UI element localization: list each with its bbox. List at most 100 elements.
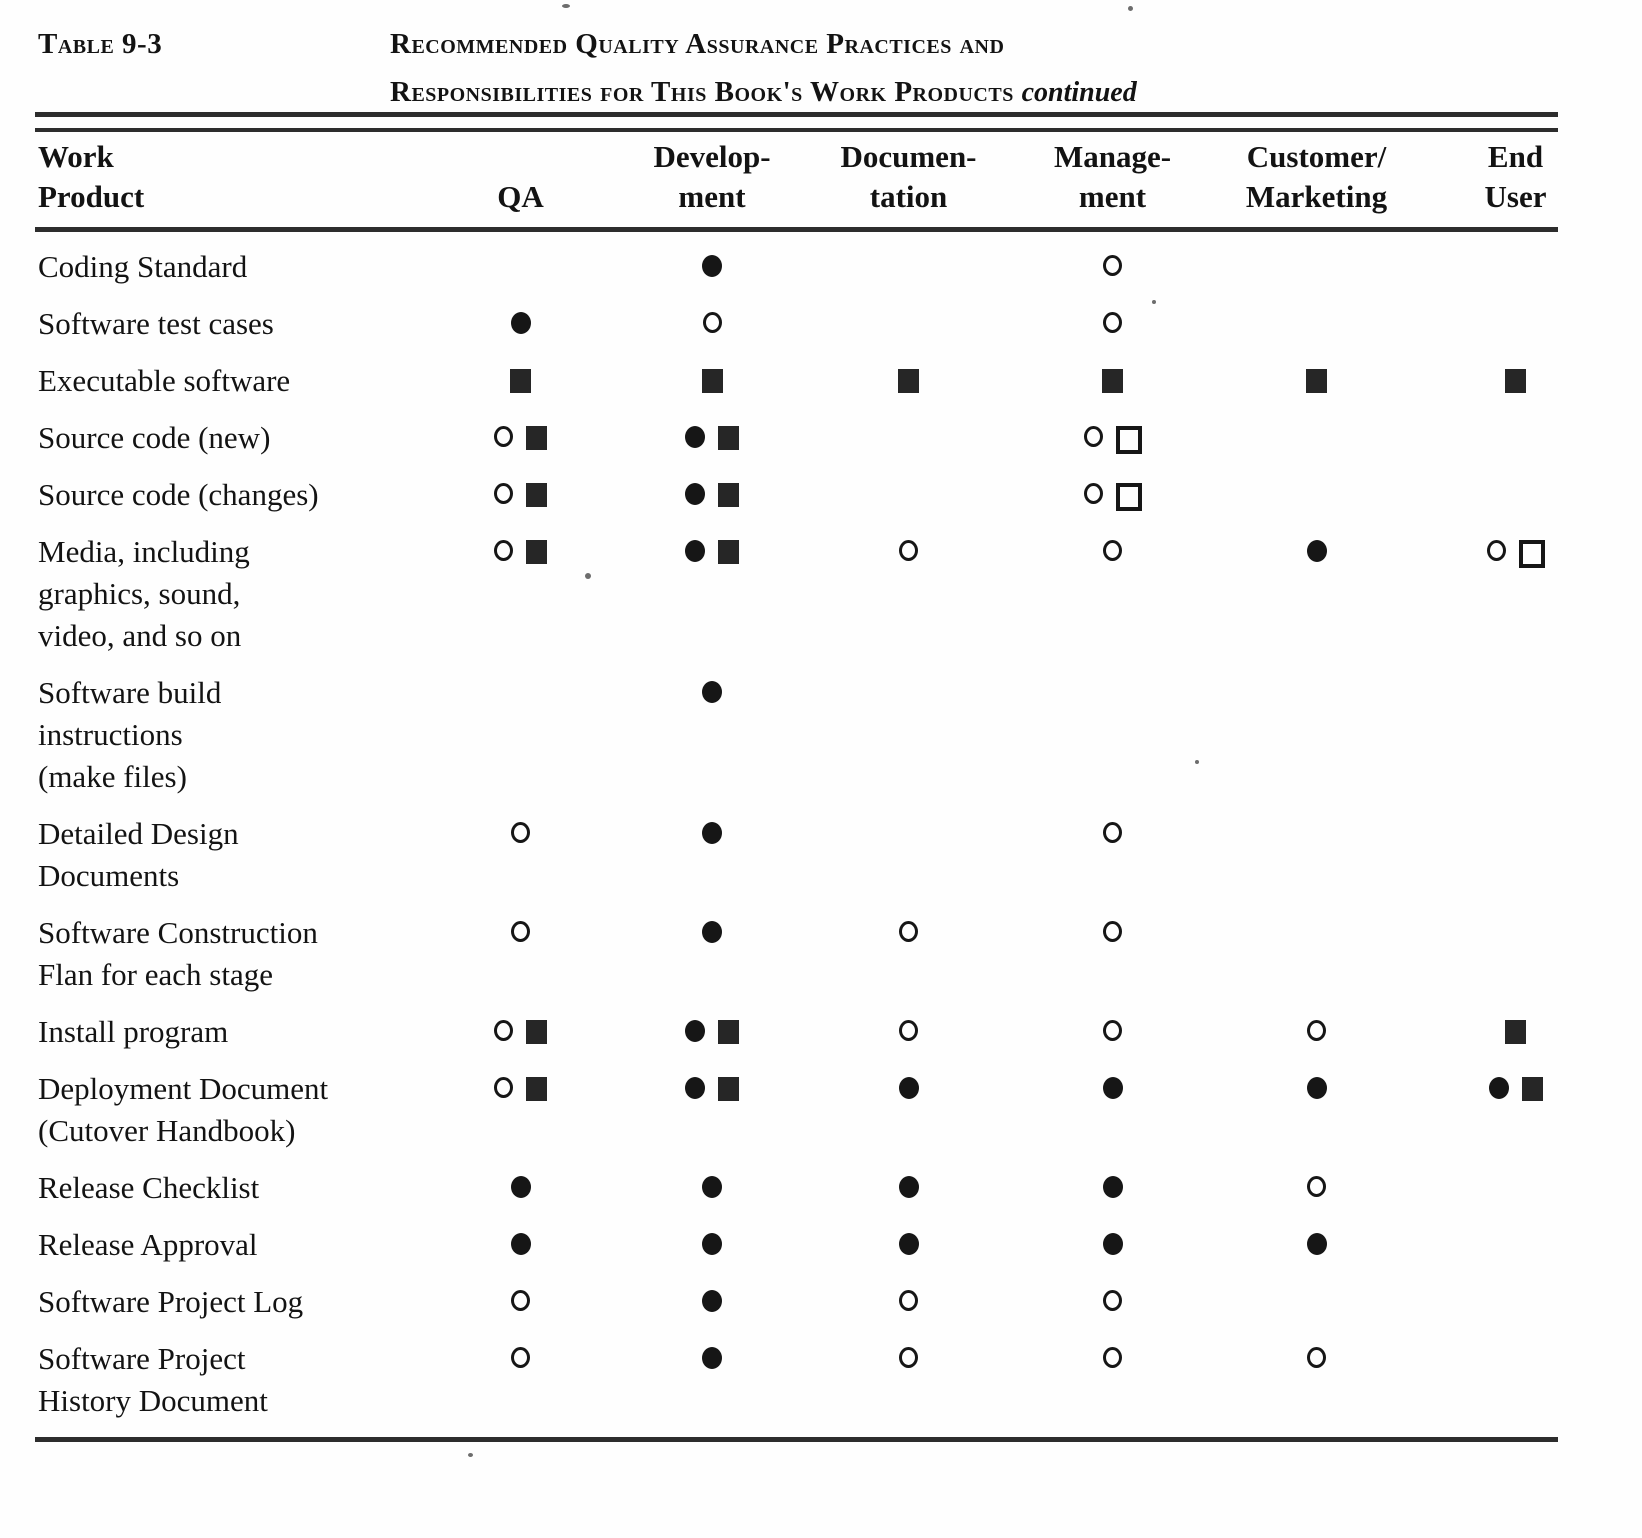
- filled-circle-icon: [702, 1347, 722, 1369]
- column-header-line: Manage-: [1053, 139, 1172, 174]
- cell-documentation: [808, 360, 1009, 402]
- filled-circle-icon: [1102, 1176, 1123, 1198]
- cell-development: [616, 912, 808, 996]
- cell-management: [1009, 360, 1216, 402]
- open-circle-icon: [511, 822, 530, 843]
- filled-square-icon: [526, 1077, 547, 1101]
- filled-circle-icon: [898, 1233, 919, 1255]
- cell-management: [1009, 813, 1216, 897]
- work-product-label: Software Project Log: [35, 1281, 425, 1323]
- filled-circle-icon: [685, 1077, 705, 1099]
- work-product-label-line: Media, including: [38, 534, 250, 569]
- scan-speckle: [1152, 300, 1156, 304]
- open-square-icon: [1518, 540, 1545, 568]
- table-row: Release Checklist: [35, 1167, 1558, 1209]
- work-product-label: Software Project History Document: [35, 1338, 425, 1422]
- table-heading: Table 9-3 Recommended Quality Assurance …: [38, 20, 1558, 117]
- open-circle-icon: [1103, 1290, 1122, 1311]
- cell-end-user: [1445, 474, 1586, 516]
- qa-practices-table: Work Product QA Develop-ment Documen-tation M…: [35, 112, 1558, 1442]
- cell-customer-marketing: [1216, 1011, 1417, 1053]
- filled-circle-icon: [510, 1233, 531, 1255]
- cell-qa: [425, 360, 616, 402]
- work-product-label-line: Install program: [38, 1014, 229, 1049]
- table-row: Software test cases: [35, 303, 1558, 345]
- open-circle-icon: [1307, 1176, 1326, 1197]
- cell-management: [1009, 1167, 1216, 1209]
- open-square-icon: [1115, 426, 1142, 454]
- table-row: Detailed Design Documents: [35, 813, 1558, 897]
- table-row: Software Project History Document: [35, 1338, 1558, 1422]
- cell-development: [616, 531, 808, 657]
- open-circle-icon: [494, 426, 513, 447]
- cell-end-user: [1445, 1224, 1586, 1266]
- work-product-label: Software test cases: [35, 303, 425, 345]
- work-product-label-line: Source code (changes): [38, 477, 319, 512]
- work-product-label: Executable software: [35, 360, 425, 402]
- open-circle-icon: [1103, 1020, 1122, 1041]
- table-row: Software Construction Flan for each stage: [35, 912, 1558, 996]
- scan-speckle: [585, 573, 591, 579]
- filled-square-icon: [1521, 1077, 1543, 1101]
- cell-management: [1009, 672, 1216, 798]
- cell-documentation: [808, 1068, 1009, 1152]
- table-top-rule: [35, 112, 1558, 132]
- column-header-line: Work: [38, 139, 114, 174]
- open-circle-icon: [511, 1290, 530, 1311]
- cell-end-user: [1445, 303, 1586, 345]
- cell-end-user: [1445, 912, 1586, 996]
- cell-end-user: [1445, 531, 1586, 657]
- open-circle-icon: [1083, 426, 1103, 447]
- table-header-rule: [35, 227, 1558, 232]
- open-circle-icon: [511, 921, 530, 942]
- cell-customer-marketing: [1216, 246, 1417, 288]
- open-circle-icon: [702, 312, 722, 333]
- column-header-end-user: End User: [1445, 137, 1586, 217]
- cell-development: [616, 1338, 808, 1422]
- cell-documentation: [808, 672, 1009, 798]
- scan-speckle: [1128, 6, 1133, 11]
- open-circle-icon: [1103, 1347, 1122, 1368]
- cell-customer-marketing: [1216, 474, 1417, 516]
- open-circle-icon: [494, 540, 513, 561]
- column-header-documentation: Documen-tation: [808, 137, 1009, 217]
- cell-development: [616, 1281, 808, 1323]
- filled-circle-icon: [1488, 1077, 1509, 1099]
- cell-customer-marketing: [1216, 1167, 1417, 1209]
- table-row: Software Project Log: [35, 1281, 1558, 1323]
- open-circle-icon: [899, 1347, 918, 1368]
- open-circle-icon: [494, 1077, 513, 1098]
- filled-square-icon: [526, 540, 547, 564]
- filled-circle-icon: [702, 921, 722, 943]
- open-circle-icon: [494, 483, 513, 504]
- cell-documentation: [808, 1011, 1009, 1053]
- cell-development: [616, 813, 808, 897]
- cell-qa: [425, 531, 616, 657]
- cell-documentation: [808, 1224, 1009, 1266]
- filled-square-icon: [718, 1077, 739, 1101]
- work-product-label-line: Flan for each stage: [38, 957, 273, 992]
- column-header-work-product: Work Product: [35, 137, 425, 217]
- table-row: Executable software: [35, 360, 1558, 402]
- filled-square-icon: [1505, 1020, 1526, 1044]
- cell-customer-marketing: [1216, 1338, 1417, 1422]
- open-circle-icon: [1307, 1347, 1326, 1368]
- cell-documentation: [808, 531, 1009, 657]
- filled-square-icon: [718, 483, 739, 507]
- filled-square-icon: [1505, 369, 1526, 393]
- filled-circle-icon: [1102, 1233, 1123, 1255]
- filled-circle-icon: [510, 1176, 531, 1198]
- cell-end-user: [1445, 813, 1586, 897]
- column-header-line: tation: [869, 179, 948, 214]
- filled-square-icon: [526, 1020, 547, 1044]
- work-product-label: Software build instructions (make files): [35, 672, 425, 798]
- cell-management: [1009, 474, 1216, 516]
- cell-documentation: [808, 303, 1009, 345]
- table-row: Deployment Document (Cutover Handbook): [35, 1068, 1558, 1152]
- open-circle-icon: [899, 540, 918, 561]
- table-row: Source code (new): [35, 417, 1558, 459]
- filled-square-icon: [526, 426, 547, 450]
- filled-circle-icon: [702, 1290, 722, 1312]
- work-product-label-line: instructions: [38, 717, 183, 752]
